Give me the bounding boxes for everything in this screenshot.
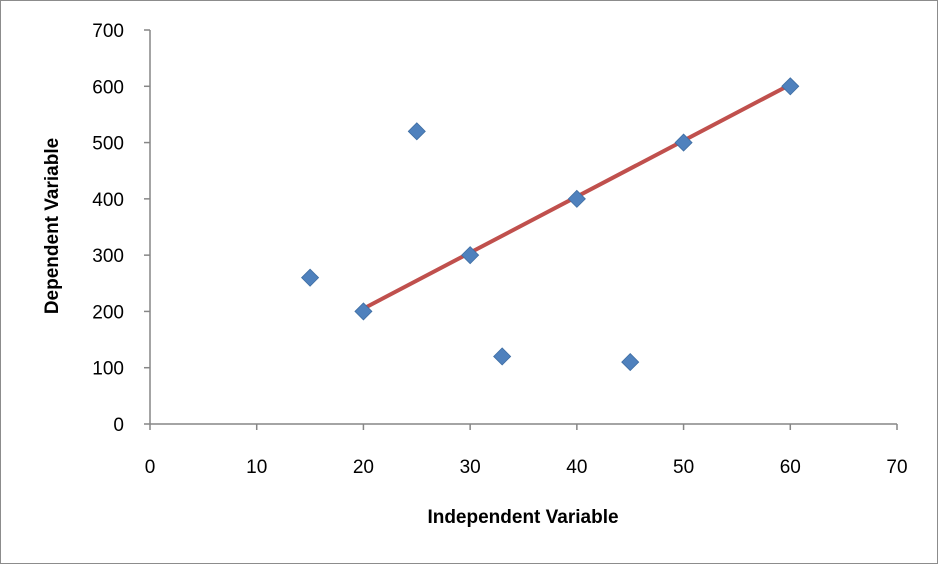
y-tick-label: 700 [92, 21, 124, 42]
y-tick-label: 600 [92, 77, 124, 98]
data-point-marker [461, 246, 480, 265]
data-point-marker [354, 302, 373, 321]
x-tick-label: 50 [673, 457, 694, 478]
y-tick-label: 100 [92, 359, 124, 380]
x-tick-label: 10 [246, 457, 267, 478]
x-axis-tick-labels: 0 10 20 30 40 50 60 70 [145, 457, 908, 478]
x-axis-title: Independent Variable [427, 507, 618, 528]
data-point-marker [407, 122, 426, 141]
data-point-marker [781, 77, 800, 96]
data-point-marker [621, 353, 640, 372]
axes [144, 29, 898, 430]
x-tick-label: 0 [145, 457, 156, 478]
x-tick-label: 30 [460, 457, 481, 478]
x-tick-label: 40 [566, 457, 587, 478]
y-axis-title: Dependent Variable [42, 138, 63, 314]
y-axis-tick-labels: 0 100 200 300 400 500 600 700 [92, 21, 124, 436]
x-tick-label: 70 [886, 457, 907, 478]
data-point-marker [493, 347, 512, 366]
data-point-marker [301, 268, 320, 287]
data-point-marker [567, 189, 586, 208]
data-point-marker [674, 133, 693, 152]
y-tick-label: 500 [92, 134, 124, 155]
series-layer [301, 77, 800, 372]
y-tick-label: 200 [92, 302, 124, 323]
x-tick-label: 20 [353, 457, 374, 478]
y-tick-label: 0 [113, 415, 124, 436]
x-tick-label: 60 [780, 457, 801, 478]
y-tick-label: 400 [92, 190, 124, 211]
y-tick-label: 300 [92, 246, 124, 267]
